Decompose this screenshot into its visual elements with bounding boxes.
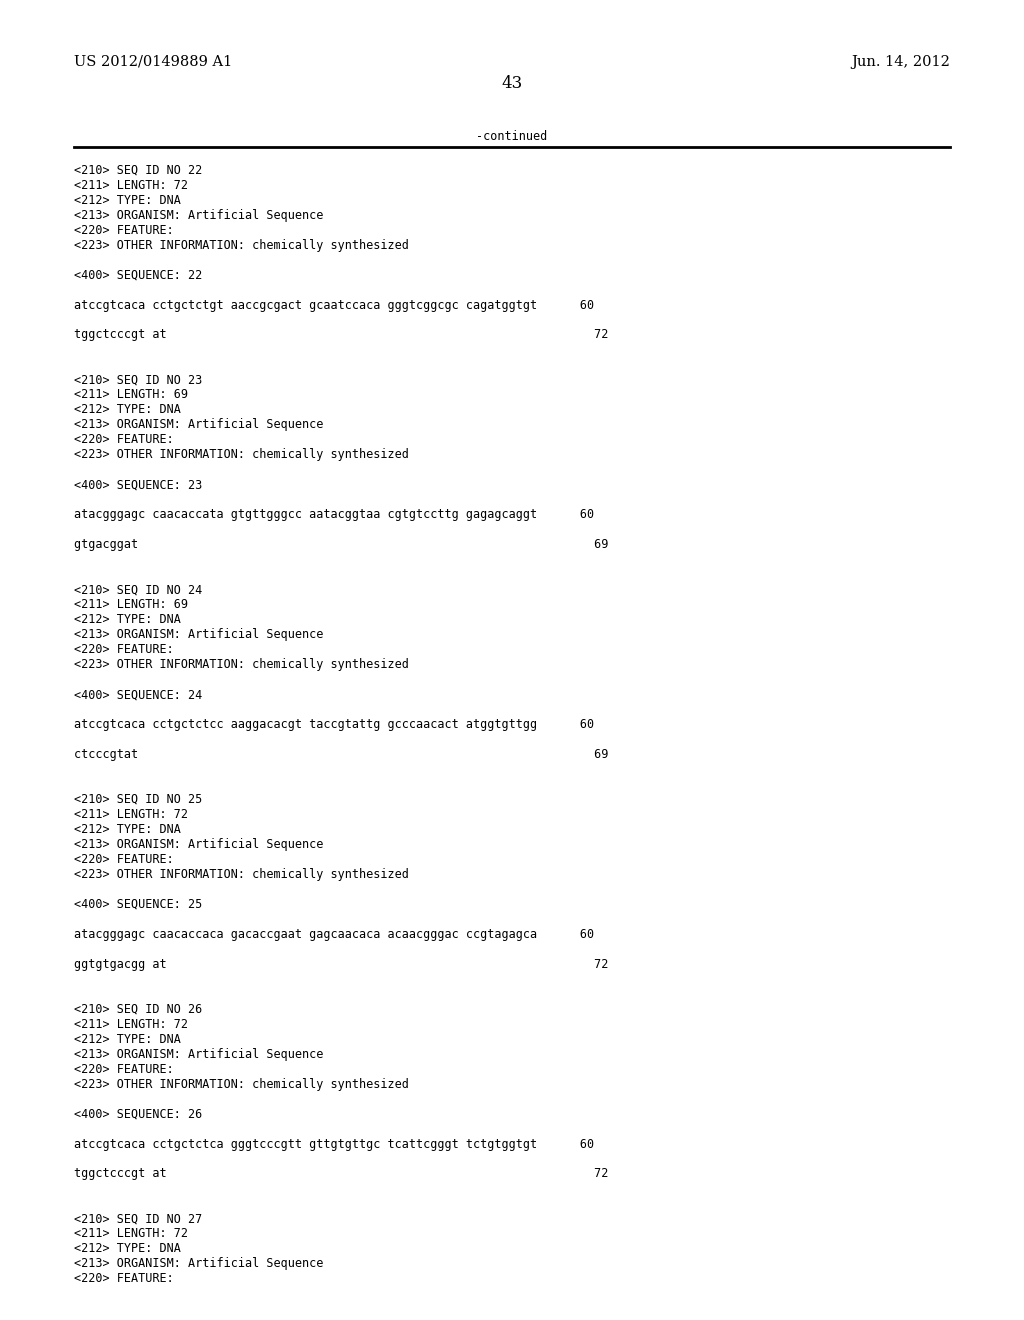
Text: <212> TYPE: DNA: <212> TYPE: DNA xyxy=(74,822,180,836)
Text: <213> ORGANISM: Artificial Sequence: <213> ORGANISM: Artificial Sequence xyxy=(74,209,324,222)
Text: <223> OTHER INFORMATION: chemically synthesized: <223> OTHER INFORMATION: chemically synt… xyxy=(74,867,409,880)
Text: <211> LENGTH: 72: <211> LENGTH: 72 xyxy=(74,1228,187,1241)
Text: atccgtcaca cctgctctca gggtcccgtt gttgtgttgc tcattcgggt tctgtggtgt      60: atccgtcaca cctgctctca gggtcccgtt gttgtgt… xyxy=(74,1138,594,1151)
Text: <210> SEQ ID NO 24: <210> SEQ ID NO 24 xyxy=(74,583,202,597)
Text: <212> TYPE: DNA: <212> TYPE: DNA xyxy=(74,404,180,416)
Text: <220> FEATURE:: <220> FEATURE: xyxy=(74,1272,173,1286)
Text: <400> SEQUENCE: 24: <400> SEQUENCE: 24 xyxy=(74,688,202,701)
Text: <220> FEATURE:: <220> FEATURE: xyxy=(74,853,173,866)
Text: atacgggagc caacaccaca gacaccgaat gagcaacaca acaacgggac ccgtagagca      60: atacgggagc caacaccaca gacaccgaat gagcaac… xyxy=(74,928,594,941)
Text: <213> ORGANISM: Artificial Sequence: <213> ORGANISM: Artificial Sequence xyxy=(74,418,324,432)
Text: Jun. 14, 2012: Jun. 14, 2012 xyxy=(851,54,950,69)
Text: <400> SEQUENCE: 25: <400> SEQUENCE: 25 xyxy=(74,898,202,911)
Text: <400> SEQUENCE: 22: <400> SEQUENCE: 22 xyxy=(74,268,202,281)
Text: <211> LENGTH: 69: <211> LENGTH: 69 xyxy=(74,598,187,611)
Text: <223> OTHER INFORMATION: chemically synthesized: <223> OTHER INFORMATION: chemically synt… xyxy=(74,659,409,671)
Text: US 2012/0149889 A1: US 2012/0149889 A1 xyxy=(74,54,232,69)
Text: gtgacggat                                                                69: gtgacggat 69 xyxy=(74,539,608,552)
Text: <223> OTHER INFORMATION: chemically synthesized: <223> OTHER INFORMATION: chemically synt… xyxy=(74,239,409,252)
Text: <212> TYPE: DNA: <212> TYPE: DNA xyxy=(74,1242,180,1255)
Text: <220> FEATURE:: <220> FEATURE: xyxy=(74,1063,173,1076)
Text: atccgtcaca cctgctctcc aaggacacgt taccgtattg gcccaacact atggtgttgg      60: atccgtcaca cctgctctcc aaggacacgt taccgta… xyxy=(74,718,594,731)
Text: <210> SEQ ID NO 25: <210> SEQ ID NO 25 xyxy=(74,793,202,807)
Text: <212> TYPE: DNA: <212> TYPE: DNA xyxy=(74,1032,180,1045)
Text: <210> SEQ ID NO 22: <210> SEQ ID NO 22 xyxy=(74,164,202,177)
Text: <211> LENGTH: 72: <211> LENGTH: 72 xyxy=(74,1018,187,1031)
Text: <212> TYPE: DNA: <212> TYPE: DNA xyxy=(74,194,180,207)
Text: tggctcccgt at                                                            72: tggctcccgt at 72 xyxy=(74,1167,608,1180)
Text: <213> ORGANISM: Artificial Sequence: <213> ORGANISM: Artificial Sequence xyxy=(74,1258,324,1270)
Text: <210> SEQ ID NO 23: <210> SEQ ID NO 23 xyxy=(74,374,202,387)
Text: 43: 43 xyxy=(502,74,522,91)
Text: atacgggagc caacaccata gtgttgggcc aatacggtaa cgtgtccttg gagagcaggt      60: atacgggagc caacaccata gtgttgggcc aatacgg… xyxy=(74,508,594,521)
Text: <400> SEQUENCE: 26: <400> SEQUENCE: 26 xyxy=(74,1107,202,1121)
Text: <223> OTHER INFORMATION: chemically synthesized: <223> OTHER INFORMATION: chemically synt… xyxy=(74,1077,409,1090)
Text: <210> SEQ ID NO 27: <210> SEQ ID NO 27 xyxy=(74,1213,202,1225)
Text: atccgtcaca cctgctctgt aaccgcgact gcaatccaca gggtcggcgc cagatggtgt      60: atccgtcaca cctgctctgt aaccgcgact gcaatcc… xyxy=(74,298,594,312)
Text: tggctcccgt at                                                            72: tggctcccgt at 72 xyxy=(74,329,608,342)
Text: <220> FEATURE:: <220> FEATURE: xyxy=(74,643,173,656)
Text: <211> LENGTH: 72: <211> LENGTH: 72 xyxy=(74,808,187,821)
Text: <211> LENGTH: 72: <211> LENGTH: 72 xyxy=(74,178,187,191)
Text: <400> SEQUENCE: 23: <400> SEQUENCE: 23 xyxy=(74,478,202,491)
Text: <213> ORGANISM: Artificial Sequence: <213> ORGANISM: Artificial Sequence xyxy=(74,628,324,642)
Text: <212> TYPE: DNA: <212> TYPE: DNA xyxy=(74,612,180,626)
Text: <213> ORGANISM: Artificial Sequence: <213> ORGANISM: Artificial Sequence xyxy=(74,838,324,851)
Text: ctcccgtat                                                                69: ctcccgtat 69 xyxy=(74,748,608,760)
Text: <210> SEQ ID NO 26: <210> SEQ ID NO 26 xyxy=(74,1003,202,1015)
Text: <220> FEATURE:: <220> FEATURE: xyxy=(74,433,173,446)
Text: <220> FEATURE:: <220> FEATURE: xyxy=(74,223,173,236)
Text: ggtgtgacgg at                                                            72: ggtgtgacgg at 72 xyxy=(74,958,608,970)
Text: <213> ORGANISM: Artificial Sequence: <213> ORGANISM: Artificial Sequence xyxy=(74,1048,324,1060)
Text: <223> OTHER INFORMATION: chemically synthesized: <223> OTHER INFORMATION: chemically synt… xyxy=(74,449,409,461)
Text: -continued: -continued xyxy=(476,131,548,143)
Text: <211> LENGTH: 69: <211> LENGTH: 69 xyxy=(74,388,187,401)
